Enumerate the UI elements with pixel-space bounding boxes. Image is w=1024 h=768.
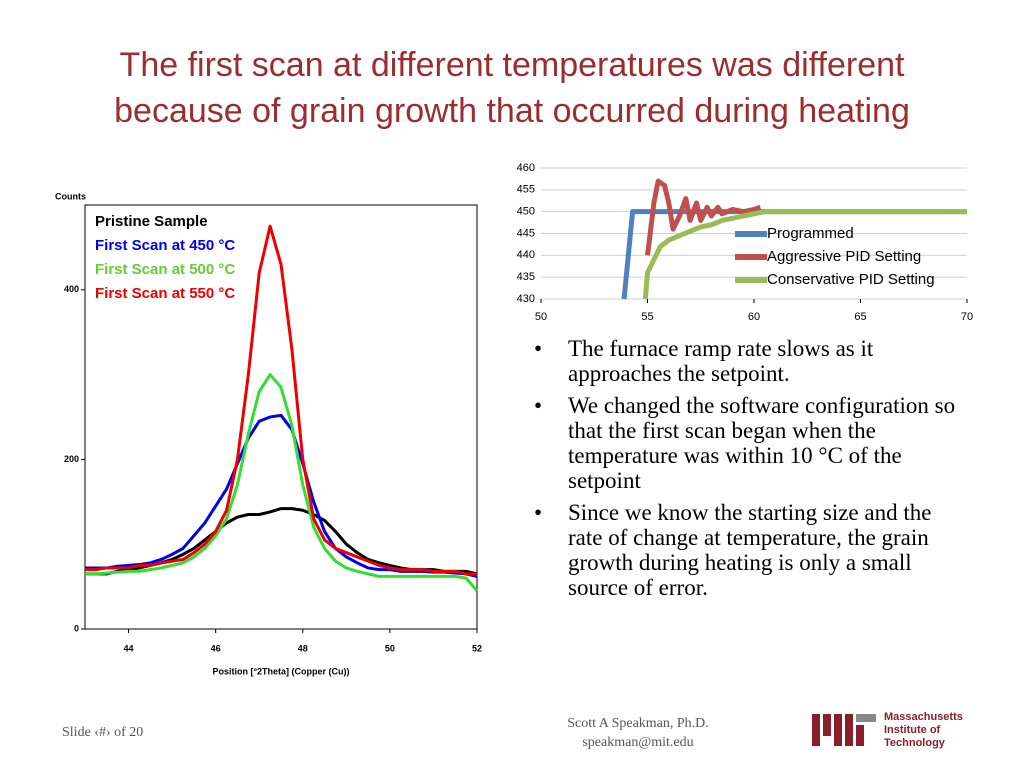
y-tick-label: 445 [517,227,535,239]
y-axis-label: Counts [55,191,86,201]
legend-entry: First Scan at 550 °C [95,285,235,302]
y-tick-label: 430 [517,293,535,305]
legend-entry: Aggressive PID Setting [767,248,921,265]
mit-logo [812,714,876,746]
x-tick-label: 60 [748,311,760,323]
x-tick-label: 50 [535,311,547,323]
title-line: The first scan at different temperatures… [119,46,905,84]
bullet: Since we know the starting size and the … [530,500,970,600]
title-line: because of grain growth that occurred du… [114,92,910,130]
legend-entry: Programmed [767,225,854,242]
footer-contact: Scott A Speakman, Ph.D. speakman@mit.edu [520,714,756,752]
legend-entry: First Scan at 450 °C [95,237,235,254]
legend-entry: First Scan at 500 °C [95,261,235,278]
slide-title: The first scan at different temperatures… [40,42,984,134]
legend-entry: Pristine Sample [95,213,208,230]
author: Scott A Speakman, Ph.D. [567,716,709,731]
x-tick-label: 52 [472,643,482,653]
x-tick-label: 48 [298,643,308,653]
bullet: The furnace ramp rate slows as it approa… [530,336,970,386]
y-tick-label: 450 [517,206,535,218]
logo-text: Massachusetts [884,711,963,723]
y-tick-label: 400 [64,284,79,294]
logo-text: Institute of [884,724,941,736]
x-tick-label: 65 [854,311,866,323]
y-tick-label: 200 [64,454,79,464]
data-line [642,209,967,300]
slide-number: Slide ‹#› of 20 [62,725,144,740]
data-line [85,224,477,576]
x-tick-label: 55 [641,311,653,323]
y-tick-label: 0 [74,623,79,633]
data-line [85,373,479,592]
x-axis-label: Position [°2Theta] (Copper (Cu)) [212,666,349,676]
y-tick-label: 460 [517,162,535,174]
x-tick-label: 50 [385,643,395,653]
bullet: We changed the software configuration so… [530,393,970,493]
data-line [85,413,478,578]
x-tick-label: 44 [124,643,134,653]
y-tick-label: 435 [517,271,535,283]
logo-text: Technology [884,737,946,749]
y-tick-label: 440 [517,249,535,261]
bullet-list: The furnace ramp rate slows as it approa… [530,336,970,607]
plot-frame [84,204,478,630]
legend-entry: Conservative PID Setting [767,271,935,288]
y-tick-label: 455 [517,184,535,196]
email: speakman@mit.edu [582,735,694,750]
x-tick-label: 46 [211,643,221,653]
x-tick-label: 70 [961,311,973,323]
data-line [645,178,762,256]
